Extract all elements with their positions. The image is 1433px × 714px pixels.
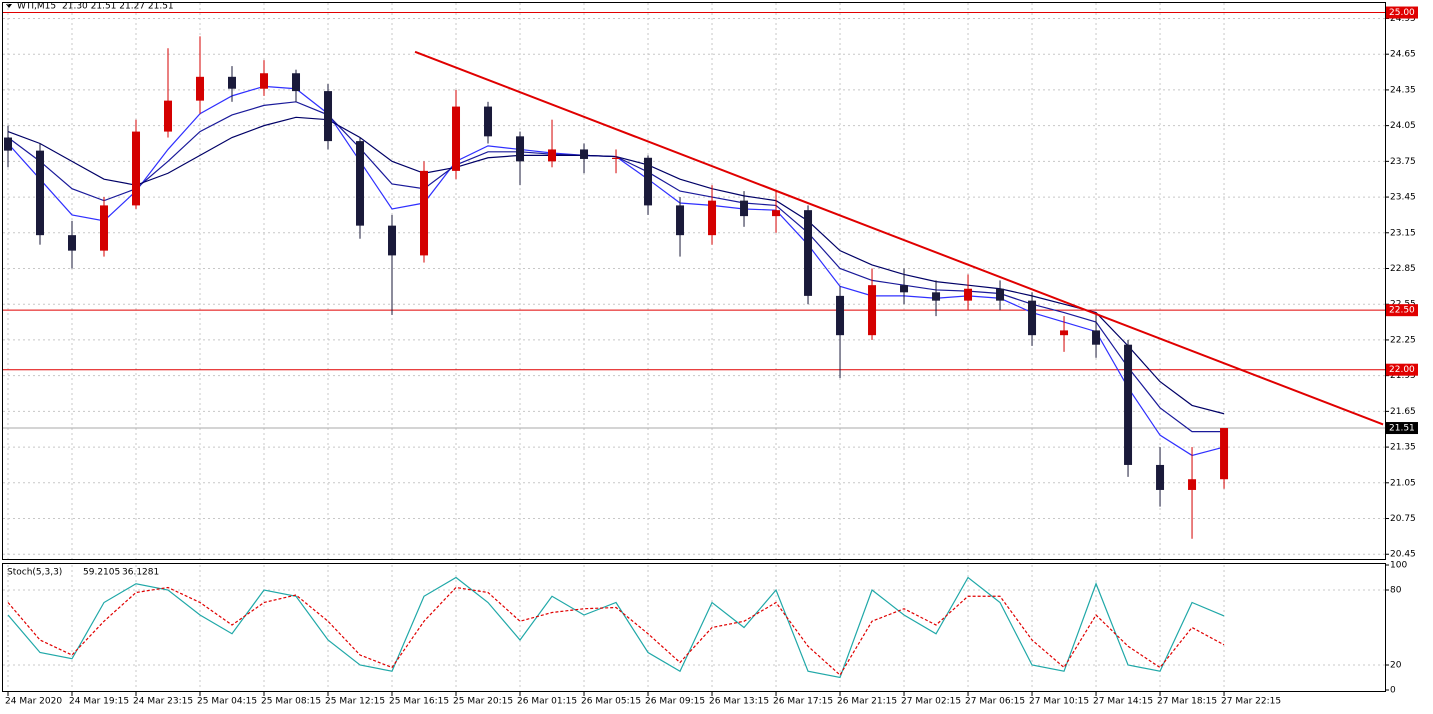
- x-tick-label: 26 Mar 05:15: [581, 697, 641, 707]
- candle-body: [1028, 300, 1037, 336]
- y-tick-label: 24.95: [1390, 14, 1416, 24]
- x-tick-label: 27 Mar 10:15: [1029, 697, 1089, 707]
- level-label: 25.00: [1389, 8, 1415, 18]
- candle-body: [68, 235, 77, 251]
- candle-body: [868, 285, 877, 336]
- x-tick-label: 24 Mar 19:15: [69, 697, 129, 707]
- candle-body: [836, 295, 845, 336]
- candle-body: [1156, 464, 1165, 490]
- candle-body: [1092, 330, 1101, 345]
- candle-body: [164, 100, 173, 132]
- candle-body: [388, 225, 397, 256]
- stoch-line: [7, 586, 1225, 676]
- candle-body: [1124, 344, 1133, 465]
- candle-body: [580, 149, 589, 159]
- x-tick-label: 26 Mar 09:15: [645, 697, 705, 707]
- stoch-signal-value: 36.1281: [122, 568, 159, 578]
- candle-body: [356, 141, 365, 226]
- x-tick-label: 24 Mar 23:15: [133, 697, 193, 707]
- y-tick-label: 80: [1390, 586, 1402, 596]
- y-tick-label: 24.05: [1390, 121, 1416, 131]
- quote: 21.30 21.51 21.27 21.51: [62, 2, 174, 12]
- price-label: 21.51: [1389, 424, 1415, 434]
- x-tick-label: 27 Mar 22:15: [1221, 697, 1281, 707]
- y-tick-label: 20.45: [1390, 550, 1416, 560]
- candle-body: [484, 106, 493, 137]
- symbol-title: WTI,M15: [17, 2, 56, 12]
- y-tick-label: 23.15: [1390, 228, 1416, 238]
- candle-body: [964, 288, 973, 301]
- candle-body: [36, 150, 45, 236]
- candle-body: [420, 170, 429, 256]
- candle-body: [804, 210, 813, 296]
- x-tick-label: 26 Mar 01:15: [517, 697, 577, 707]
- y-tick-label: 0: [1390, 686, 1396, 696]
- price-panel: [2, 2, 1386, 560]
- x-tick-label: 24 Mar 2020: [5, 697, 62, 707]
- menu-arrow: [6, 4, 12, 8]
- level-label-box: [1386, 304, 1418, 317]
- candle-body: [100, 205, 109, 251]
- candle-body: [452, 106, 461, 171]
- candle-body: [900, 285, 909, 293]
- candle-body: [324, 91, 333, 142]
- x-tick-label: 25 Mar 12:15: [325, 697, 385, 707]
- level-label-box: [1386, 363, 1418, 376]
- level-label: 22.00: [1389, 365, 1415, 375]
- candle-body: [132, 131, 141, 206]
- y-tick-label: 23.45: [1390, 193, 1416, 203]
- trendline: [414, 50, 1384, 426]
- candle-body: [644, 157, 653, 206]
- x-tick-label: 26 Mar 17:15: [773, 697, 833, 707]
- y-tick-label: 20: [1390, 661, 1402, 671]
- x-tick-label: 27 Mar 14:15: [1093, 697, 1153, 707]
- candle-body: [292, 73, 301, 92]
- candle-body: [996, 288, 1005, 301]
- candle-body: [772, 210, 781, 217]
- level-label-box: [1386, 6, 1418, 19]
- y-tick-label: 24.35: [1390, 85, 1416, 95]
- x-tick-label: 25 Mar 20:15: [453, 697, 513, 707]
- x-tick-label: 25 Mar 16:15: [389, 697, 449, 707]
- candle-body: [740, 200, 749, 217]
- candle-body: [4, 137, 13, 151]
- y-tick-label: 23.75: [1390, 157, 1416, 167]
- stoch-main-value: 59.2105: [83, 568, 120, 578]
- stoch-title: Stoch(5,3,3): [7, 568, 62, 578]
- candle-body: [708, 200, 717, 236]
- stoch-panel: [2, 563, 1386, 692]
- candle-body: [260, 73, 269, 89]
- y-tick-label: 22.85: [1390, 264, 1416, 274]
- candle-body: [196, 76, 205, 101]
- candle-body: [1188, 479, 1197, 490]
- y-tick-label: 21.95: [1390, 371, 1416, 381]
- x-tick-label: 26 Mar 21:15: [837, 697, 897, 707]
- candle-body: [932, 292, 941, 301]
- x-tick-label: 26 Mar 13:15: [709, 697, 769, 707]
- y-tick-label: 21.35: [1390, 443, 1416, 453]
- candle-body: [548, 149, 557, 162]
- x-tick-label: 25 Mar 04:15: [197, 697, 257, 707]
- y-tick-label: 20.75: [1390, 514, 1416, 524]
- y-tick-label: 24.65: [1390, 50, 1416, 60]
- x-tick-label: 27 Mar 18:15: [1157, 697, 1217, 707]
- stoch-line: [7, 576, 1225, 679]
- x-tick-label: 27 Mar 02:15: [901, 697, 961, 707]
- candle-body: [676, 205, 685, 236]
- candle-body: [516, 136, 525, 162]
- price-label-box: [1386, 422, 1418, 435]
- x-tick-label: 25 Mar 08:15: [261, 697, 321, 707]
- candle-body: [612, 157, 621, 159]
- candle-body: [1220, 428, 1229, 480]
- candle-body: [1060, 330, 1069, 336]
- level-label: 22.50: [1389, 306, 1415, 316]
- candle-body: [228, 76, 237, 89]
- y-tick-label: 22.25: [1390, 335, 1416, 345]
- y-tick-label: 100: [1390, 561, 1407, 571]
- y-tick-label: 21.05: [1390, 478, 1416, 488]
- y-tick-label: 21.65: [1390, 407, 1416, 417]
- x-tick-label: 27 Mar 06:15: [965, 697, 1025, 707]
